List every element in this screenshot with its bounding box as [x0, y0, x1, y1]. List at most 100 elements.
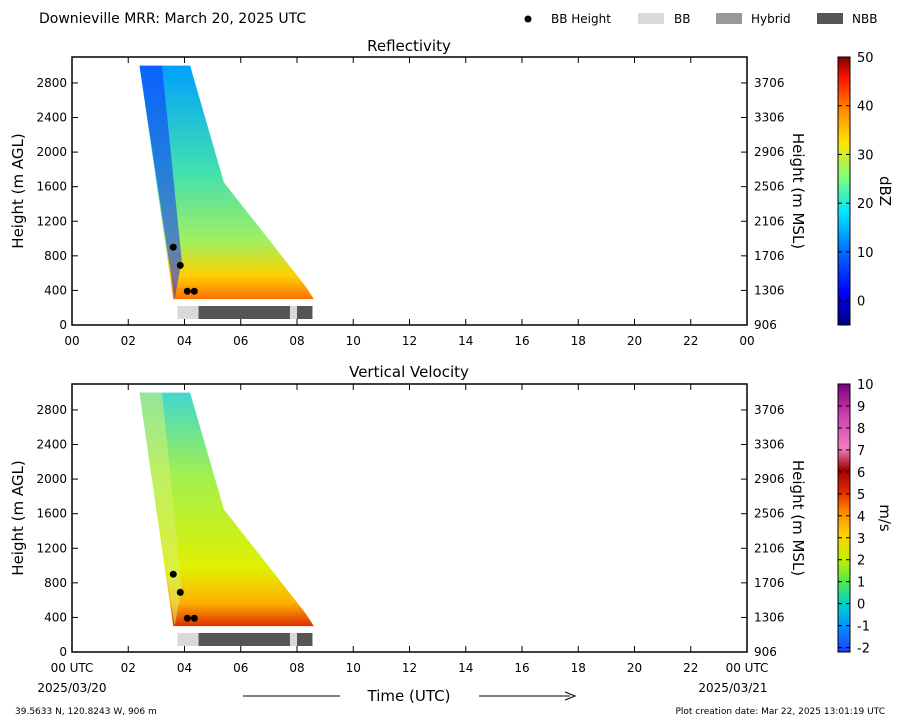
- colorbar-tick-label: 3: [857, 532, 865, 547]
- reflectivity-colorbar: [837, 56, 851, 326]
- velocity-echo-area: [139, 392, 314, 627]
- y-tick-right-label: 1706: [754, 576, 785, 590]
- x-tick-label: 04: [177, 661, 192, 675]
- reflectivity-ylabel-right: Height (m MSL): [789, 133, 807, 249]
- y-tick-right-label: 2906: [754, 472, 785, 486]
- x-tick-label: 20: [627, 661, 642, 675]
- bb-height-point: [169, 243, 177, 251]
- y-tick-right-label: 2106: [754, 541, 785, 555]
- x-tick-label: 08: [289, 334, 304, 348]
- x-tick-label: 22: [683, 334, 698, 348]
- bb-type-segment: [289, 306, 297, 319]
- reflectivity-colorbar-ticks: 0 10 20 30 40 50: [838, 51, 874, 310]
- y-tick-right-label: 2106: [754, 214, 785, 228]
- bb-type-segment: [177, 306, 199, 319]
- x-tick-label: 00 UTC: [51, 661, 94, 675]
- y-tick-label: 400: [44, 283, 67, 297]
- bb-height-point: [190, 287, 198, 295]
- y-tick-label: 2000: [36, 472, 67, 486]
- y-tick-right-label: 906: [754, 645, 777, 659]
- velocity-title: Vertical Velocity: [349, 363, 469, 381]
- location-note: 39.5633 N, 120.8243 W, 906 m: [15, 707, 157, 717]
- bb-height-point: [183, 287, 191, 295]
- colorbar-tick-label: 7: [857, 444, 865, 459]
- figure-title: Downieville MRR: March 20, 2025 UTC: [39, 11, 306, 27]
- colorbar-tick-label: -1: [857, 620, 870, 635]
- colorbar-tick-label: 30: [857, 148, 874, 163]
- velocity-ylabel-right: Height (m MSL): [789, 460, 807, 576]
- x-tick-label: 04: [177, 334, 192, 348]
- reflectivity-bb-type-bar: [177, 306, 313, 319]
- velocity-colorbar-ticks: -2 -1 0 1 2 3 4 5 6 7 8 9 10: [838, 378, 874, 657]
- x-tick-label: 02: [121, 334, 136, 348]
- y-tick-right-label: 1706: [754, 249, 785, 263]
- colorbar-tick-label: -2: [857, 642, 870, 657]
- colorbar-tick-label: 0: [857, 295, 865, 310]
- y-tick-right-label: 3706: [754, 403, 785, 417]
- y-tick-label: 1200: [36, 541, 67, 555]
- y-tick-right-label: 3306: [754, 111, 785, 125]
- reflectivity-echo-area: [139, 65, 314, 300]
- colorbar-tick-label: 10: [857, 246, 874, 261]
- colorbar-tick-label: 10: [857, 378, 874, 393]
- bb-type-segment: [289, 633, 297, 646]
- colorbar-tick-label: 5: [857, 488, 865, 503]
- x-tick-label: 00: [64, 334, 79, 348]
- colorbar-tick-label: 9: [857, 400, 865, 415]
- colorbar-tick-label: 50: [857, 51, 874, 66]
- y-tick-right-label: 1306: [754, 283, 785, 297]
- time-arrow-head: [564, 691, 577, 701]
- y-tick-label: 1600: [36, 180, 67, 194]
- reflectivity-panel: Reflectivity 00 02 04 06 08 10 12 14 16 18 20 22 000…: [9, 37, 894, 348]
- y-tick-right-label: 906: [754, 318, 777, 332]
- y-tick-right-label: 1306: [754, 610, 785, 624]
- reflectivity-ylabel: Height (m AGL): [9, 133, 27, 248]
- start-date: 2025/03/20: [37, 681, 106, 695]
- velocity-bb-type-bar: [177, 633, 313, 646]
- y-tick-right-label: 2506: [754, 507, 785, 521]
- legend-hybrid-label: Hybrid: [751, 12, 791, 26]
- legend-bb-height-marker: [524, 15, 532, 23]
- legend-hybrid-swatch: [716, 13, 742, 24]
- creation-date-note: Plot creation date: Mar 22, 2025 13:01:1…: [675, 707, 885, 717]
- bb-type-segment: [198, 633, 290, 646]
- y-tick-right-label: 2906: [754, 145, 785, 159]
- x-tick-label: 10: [346, 661, 361, 675]
- reflectivity-colorbar-label: dBZ: [876, 176, 894, 206]
- bb-height-point: [176, 588, 184, 596]
- y-tick-label: 800: [44, 249, 67, 263]
- y-tick-right-label: 3306: [754, 438, 785, 452]
- reflectivity-echo: [139, 65, 314, 300]
- colorbar-tick-label: 2: [857, 554, 865, 569]
- x-tick-label: 18: [571, 334, 586, 348]
- reflectivity-axes: 00 02 04 06 08 10 12 14 16 18 20 22 0004008001200160…: [36, 57, 785, 348]
- legend-nbb-swatch: [817, 13, 843, 24]
- x-tick-label: 14: [458, 334, 473, 348]
- x-tick-label: 00: [739, 334, 754, 348]
- legend-nbb-label: NBB: [852, 12, 877, 26]
- x-tick-label: 12: [402, 334, 417, 348]
- colorbar-tick-label: 0: [857, 598, 865, 613]
- x-tick-label: 06: [233, 334, 248, 348]
- x-tick-label: 20: [627, 334, 642, 348]
- x-tick-label: 02: [121, 661, 136, 675]
- legend-bb-swatch: [638, 13, 664, 24]
- y-tick-label: 2000: [36, 145, 67, 159]
- velocity-ylabel: Height (m AGL): [9, 460, 27, 575]
- x-tick-label: 08: [289, 661, 304, 675]
- echo-leading-edge: [139, 65, 182, 300]
- y-tick-label: 1600: [36, 507, 67, 521]
- y-tick-label: 0: [59, 645, 67, 659]
- x-tick-label: 10: [346, 334, 361, 348]
- bb-height-point: [176, 261, 184, 269]
- legend-bb-label: BB: [674, 12, 690, 26]
- bb-height-point: [190, 614, 198, 622]
- x-tick-label: 22: [683, 661, 698, 675]
- time-axis-label: Time (UTC): [367, 687, 451, 705]
- y-tick-label: 0: [59, 318, 67, 332]
- legend-bb-height-label: BB Height: [551, 12, 611, 26]
- x-tick-label: 12: [402, 661, 417, 675]
- velocity-echo: [139, 392, 314, 627]
- x-tick-label: 16: [514, 661, 529, 675]
- y-tick-label: 2800: [36, 76, 67, 90]
